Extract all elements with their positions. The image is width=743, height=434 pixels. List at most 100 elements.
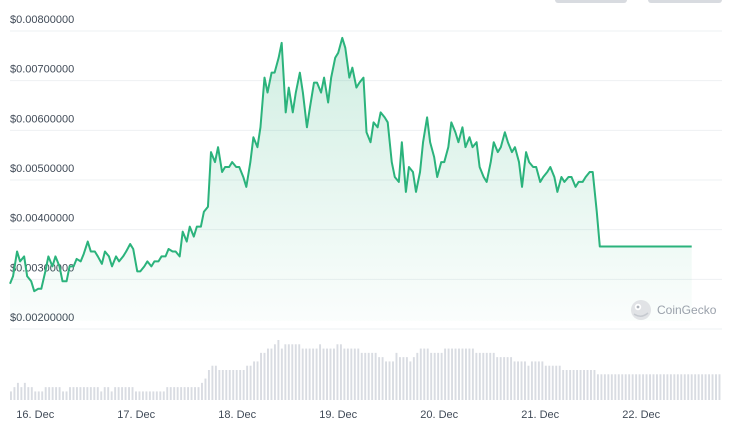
volume-bar <box>107 387 110 400</box>
volume-bar <box>649 374 651 400</box>
volume-bar <box>447 348 450 400</box>
volume-bar <box>666 374 669 400</box>
volume-bar <box>79 387 82 400</box>
volume-bar <box>319 344 322 400</box>
volume-bar <box>656 374 658 400</box>
volume-bar <box>55 387 58 400</box>
volume-bar <box>388 361 391 400</box>
volume-bar <box>600 374 603 400</box>
volume-bar <box>409 361 412 400</box>
volume-bar <box>30 387 33 400</box>
volume-bar <box>69 387 71 400</box>
volume-bar <box>270 348 273 400</box>
volume-bar <box>62 391 65 400</box>
volume-bar <box>117 387 120 400</box>
volume-bar <box>326 348 328 400</box>
volume-bar <box>242 370 245 400</box>
volume-bar <box>27 387 30 400</box>
volume-bar <box>701 374 704 400</box>
volume-bar <box>291 344 294 400</box>
volume-bar <box>294 344 297 400</box>
volume-bar <box>603 374 606 400</box>
y-tick-label: $0.00400000 <box>10 213 74 225</box>
volume-bar <box>301 348 304 400</box>
volume-bar <box>23 382 26 400</box>
volume-bar <box>141 391 144 400</box>
watermark-text: CoinGecko <box>657 303 717 317</box>
volume-bar <box>687 374 690 400</box>
volume-bar <box>110 391 113 400</box>
volume-bar <box>468 348 471 400</box>
price-area <box>10 37 692 322</box>
volume-bar <box>201 382 203 400</box>
volume-bar <box>131 387 134 400</box>
volume-bar <box>697 374 700 400</box>
volume-bar <box>333 348 335 400</box>
volume-bar <box>690 374 693 400</box>
volume-bar <box>187 387 190 400</box>
volume-bar <box>162 391 165 400</box>
volume-bar <box>339 344 342 400</box>
volume-bar <box>579 370 582 400</box>
volume-bar <box>395 352 398 400</box>
volume-bar <box>145 391 148 400</box>
volume-bar <box>652 374 655 400</box>
x-tick-label: 21. Dec <box>521 409 559 421</box>
volume-bar <box>541 361 544 400</box>
volume-bar <box>353 348 356 400</box>
volume-bar <box>103 387 106 400</box>
volume-bar <box>676 374 679 400</box>
volume-bar <box>284 344 287 400</box>
volume-bar <box>683 374 686 400</box>
volume-bar <box>464 348 467 400</box>
volume-bar <box>524 361 526 400</box>
volume-bar <box>34 391 37 400</box>
volume-bar <box>437 352 440 400</box>
volume-bar <box>628 374 631 400</box>
volume-bar <box>228 370 231 400</box>
volume-bar <box>350 348 353 400</box>
volume-bar <box>280 348 283 400</box>
volume-bar <box>124 387 127 400</box>
volume-bar <box>96 387 99 400</box>
volume-bar <box>128 387 130 400</box>
volume-bar <box>364 352 367 400</box>
volume-bar <box>478 352 481 400</box>
range-button-right[interactable] <box>648 0 722 3</box>
volume-bar <box>569 370 572 400</box>
coingecko-watermark: CoinGecko <box>631 300 717 320</box>
volume-bar <box>207 370 210 400</box>
y-tick-label: $0.00500000 <box>10 163 74 175</box>
volume-bar <box>249 365 252 400</box>
volume-bar <box>121 387 124 400</box>
volume-bar <box>166 387 169 400</box>
volume-bar <box>610 374 613 400</box>
volume-bar <box>590 370 592 400</box>
volume-bar <box>72 387 75 400</box>
volume-bar <box>708 374 711 400</box>
volume-bar <box>329 348 332 400</box>
volume-bar <box>180 387 183 400</box>
volume-bar <box>471 348 474 400</box>
volume-bar <box>548 365 551 400</box>
volume-bar <box>555 365 558 400</box>
volume-bar <box>197 387 200 400</box>
x-tick-label: 16. Dec <box>16 409 54 421</box>
volume-bar <box>544 365 547 400</box>
volume-bar <box>405 357 408 400</box>
volume-bar <box>596 374 599 400</box>
volume-bar <box>315 348 318 400</box>
volume-bar <box>673 374 676 400</box>
volume-bar <box>513 361 516 400</box>
volume-bar <box>551 365 554 400</box>
volume-bar <box>475 352 478 400</box>
volume-bar <box>267 348 269 400</box>
volume-bar <box>214 365 217 400</box>
volume-bar <box>148 391 151 400</box>
volume-bar <box>419 348 422 400</box>
range-button-left[interactable] <box>555 0 627 3</box>
volume-bar <box>58 387 61 400</box>
volume-bar <box>517 361 519 400</box>
